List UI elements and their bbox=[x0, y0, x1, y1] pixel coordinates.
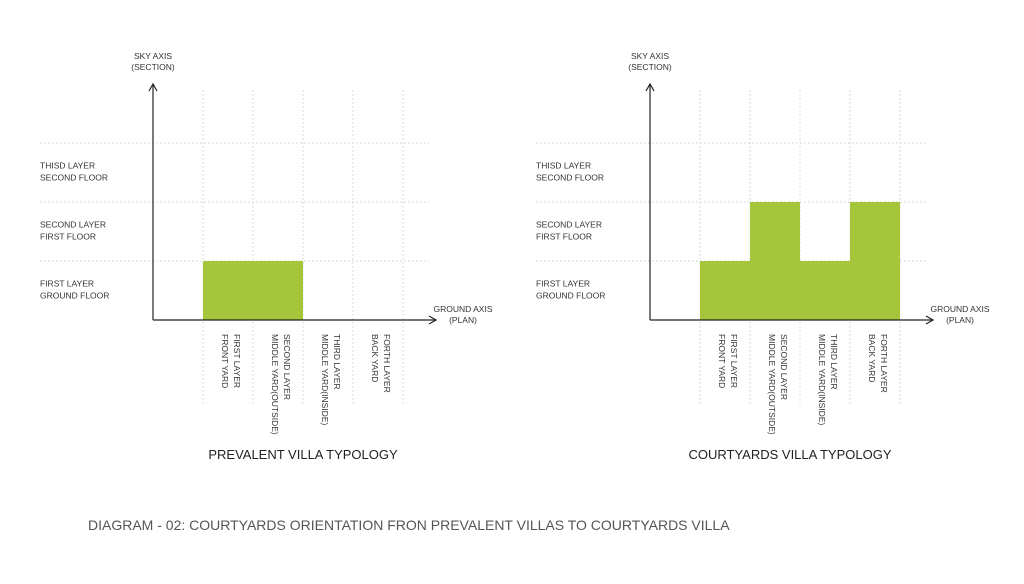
sky-axis-arrow-icon bbox=[645, 82, 655, 92]
figure-caption: DIAGRAM - 02: COURTYARDS ORIENTATION FRO… bbox=[88, 517, 730, 533]
column-label: FORTH LAYER bbox=[382, 334, 392, 393]
ground-axis-label: GROUND AXIS bbox=[433, 304, 492, 314]
ground-axis-label: GROUND AXIS bbox=[930, 304, 989, 314]
column-label: BACK YARD bbox=[867, 334, 877, 382]
column-label: MIDDLE YARD(INSIDE) bbox=[817, 334, 827, 425]
diagram-title: COURTYARDS VILLA TYPOLOGY bbox=[688, 447, 891, 462]
column-label: FIRST LAYER bbox=[232, 334, 242, 388]
sky-axis-label: (SECTION) bbox=[131, 62, 175, 72]
row-label: FIRST FLOOR bbox=[40, 232, 96, 242]
row-label: SECOND FLOOR bbox=[40, 173, 108, 183]
ground-axis-arrow-icon bbox=[428, 315, 438, 325]
floor-block bbox=[203, 261, 253, 320]
column-label: FRONT YARD bbox=[220, 334, 230, 388]
courtyards-villa-diagram: SKY AXIS(SECTION) GROUND AXIS(PLAN) THISD … bbox=[536, 51, 990, 462]
column-label: MIDDLE YARD(OUTSIDE) bbox=[270, 334, 280, 435]
ground-axis-label: (PLAN) bbox=[946, 315, 974, 325]
column-label: SECOND LAYER bbox=[282, 334, 292, 400]
column-label: SECOND LAYER bbox=[779, 334, 789, 400]
column-label: BACK YARD bbox=[370, 334, 380, 382]
column-label: MIDDLE YARD(OUTSIDE) bbox=[767, 334, 777, 435]
row-label: SECOND FLOOR bbox=[536, 173, 604, 183]
diagram-title: PREVALENT VILLA TYPOLOGY bbox=[208, 447, 398, 462]
floor-block bbox=[750, 202, 800, 320]
prevalent-villa-diagram: SKY AXIS(SECTION) GROUND AXIS(PLAN) THISD … bbox=[40, 51, 493, 462]
column-label: THIRD LAYER bbox=[829, 334, 839, 390]
row-label: GROUND FLOOR bbox=[536, 291, 605, 301]
column-label: FIRST LAYER bbox=[729, 334, 739, 388]
row-label: SECOND LAYER bbox=[40, 220, 106, 230]
sky-axis-label: SKY AXIS bbox=[134, 51, 172, 61]
row-label: THISD LAYER bbox=[536, 161, 591, 171]
ground-axis-arrow-icon bbox=[925, 315, 935, 325]
row-label: GROUND FLOOR bbox=[40, 291, 109, 301]
floor-block bbox=[700, 261, 750, 320]
sky-axis-label: SKY AXIS bbox=[631, 51, 669, 61]
sky-axis-label: (SECTION) bbox=[628, 62, 672, 72]
row-label: FIRST FLOOR bbox=[536, 232, 592, 242]
row-label: SECOND LAYER bbox=[536, 220, 602, 230]
column-label: FRONT YARD bbox=[717, 334, 727, 388]
sky-axis-arrow-icon bbox=[148, 82, 158, 92]
floor-block bbox=[850, 202, 900, 320]
row-label: FIRST LAYER bbox=[536, 279, 590, 289]
ground-axis-label: (PLAN) bbox=[449, 315, 477, 325]
column-label: MIDDLE YARD(INSIDE) bbox=[320, 334, 330, 425]
column-label: FORTH LAYER bbox=[879, 334, 889, 393]
row-label: FIRST LAYER bbox=[40, 279, 94, 289]
row-label: THISD LAYER bbox=[40, 161, 95, 171]
floor-block bbox=[800, 261, 850, 320]
column-label: THIRD LAYER bbox=[332, 334, 342, 390]
floor-block bbox=[253, 261, 303, 320]
